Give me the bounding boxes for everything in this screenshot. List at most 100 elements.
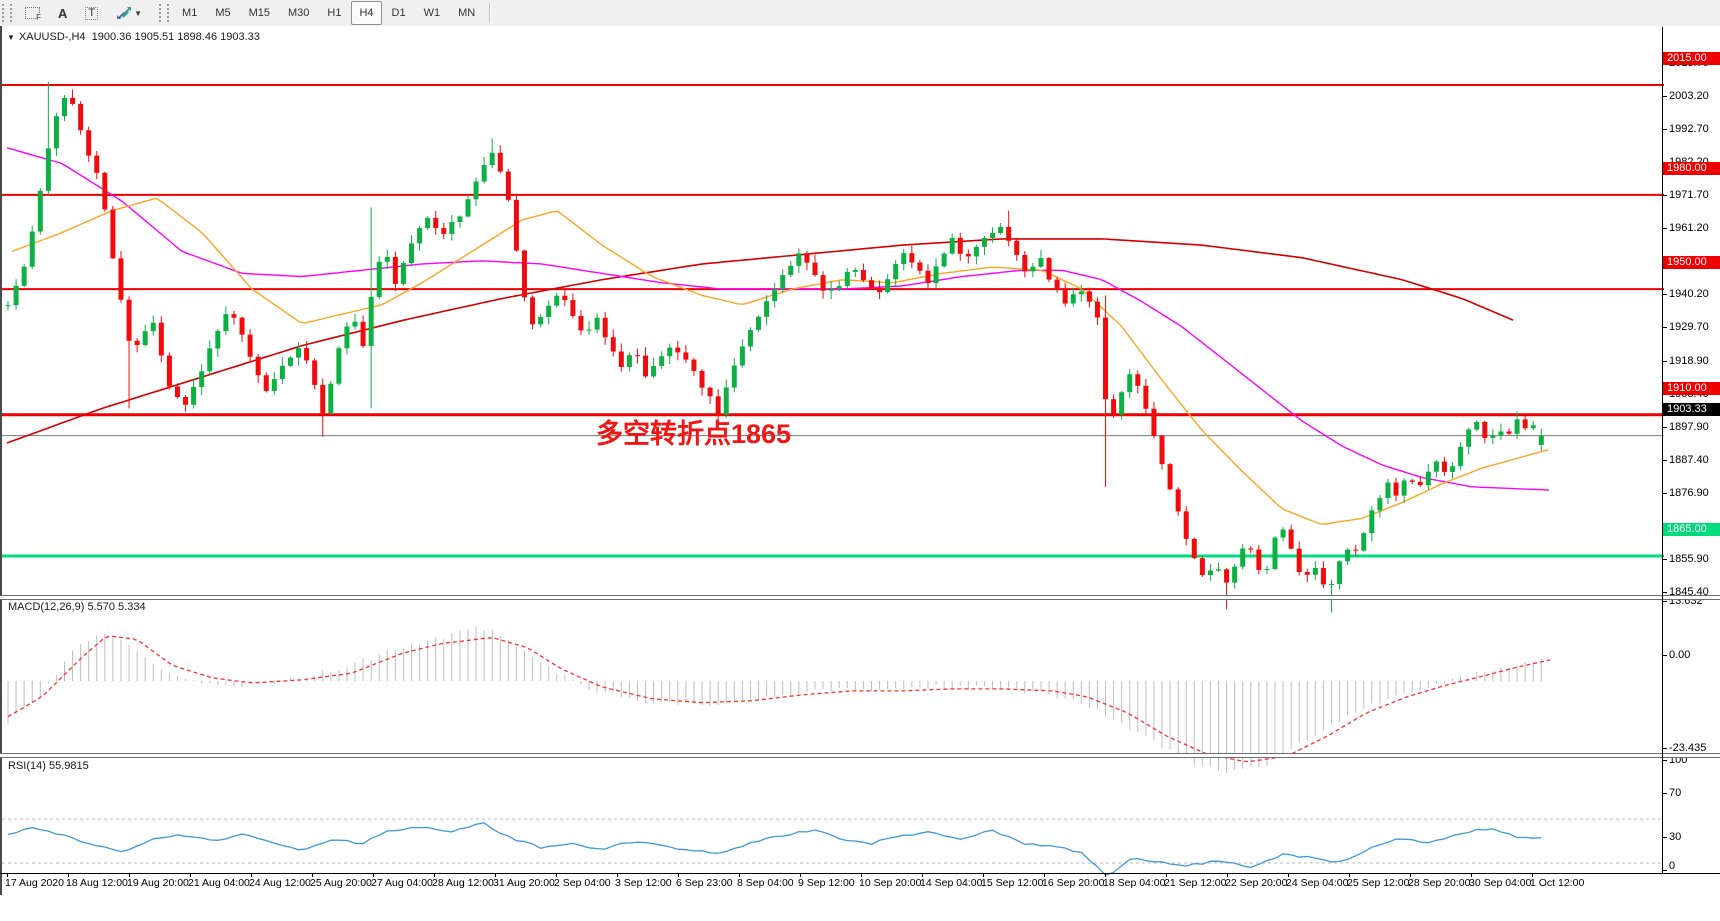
candle-body [441,228,447,234]
candle-body [94,155,100,173]
candle-body [981,238,987,247]
candle-body [828,288,834,291]
candle-body [1175,489,1181,512]
candle-body [634,355,640,357]
candle-body [271,379,277,391]
chevron-down-icon: ▼ [134,8,143,18]
candle-body [1450,466,1456,472]
candle-body [578,315,584,331]
candle-body [425,217,431,229]
timeframe-button-mn[interactable]: MN [458,7,476,19]
macd-rsi-splitter[interactable] [0,753,1720,758]
candle-body [1030,266,1036,272]
candle-body [513,199,519,251]
candle-body [715,396,721,415]
timeframe-button-h4[interactable]: H4 [351,1,382,25]
timeframe-button-m30[interactable]: M30 [288,7,310,19]
toolbar-group-grip[interactable] [159,4,170,22]
timeframe-button-w1[interactable]: W1 [423,7,441,19]
candle-body [521,250,527,298]
candle-body [1312,567,1318,575]
candle-body [86,130,92,156]
candle-body [1458,446,1464,467]
candle-body [312,360,318,385]
candle-body [836,286,842,289]
toolbar-drag-grip[interactable] [2,4,12,22]
candle-body [723,387,729,415]
candle-body [796,253,802,266]
candle-body [53,116,59,149]
candle-body [1046,258,1052,280]
candle-body [731,365,737,388]
label-tool-icon: A [58,5,68,21]
candle-body [247,334,253,357]
candle-body [360,321,366,347]
candle-body [1232,566,1238,583]
indicator-line [6,147,1550,491]
chart-canvas[interactable] [2,53,1720,921]
toolbar-separator [489,3,492,23]
candle-body [1288,529,1294,549]
label-tool-button[interactable]: A [50,1,75,25]
candle-body [1514,419,1520,434]
candle-body [1135,374,1141,386]
timeframe-button-m15[interactable]: M15 [248,7,271,19]
candle-body [901,253,907,265]
candle-body [126,299,132,341]
candle-body [304,348,310,361]
candle-body [756,316,762,330]
candle-body [780,275,786,290]
candle-body [409,243,414,264]
candle-body [5,305,11,307]
candle-body [1409,480,1415,482]
timeframe-button-d1[interactable]: D1 [391,7,406,19]
candle-body [376,261,382,297]
time-axis-line [0,873,1720,874]
candle-body [1103,317,1109,400]
dotted-rect-f-icon[interactable]: F [17,1,48,25]
candle-body [1498,431,1504,436]
candle-body [183,397,189,405]
timeframe-button-m5[interactable]: M5 [215,7,231,19]
candle-body [1417,481,1423,486]
candle-body [1240,548,1246,567]
candle-body [1401,480,1407,496]
main-macd-splitter[interactable] [0,595,1720,600]
price-axis-line [1662,27,1663,873]
candle-body [618,351,624,368]
candle-body [457,216,463,222]
timeframe-button-h1[interactable]: H1 [327,7,342,19]
candle-body [296,348,302,358]
candle-body [142,331,148,345]
candle-body [1183,511,1189,539]
candle-body [1377,498,1383,511]
candle-body [586,329,592,331]
timeframe-button-m1[interactable]: M1 [182,7,198,19]
candle-body [1070,294,1076,304]
candle-body [505,171,511,200]
candle-body [1506,431,1512,434]
candle-body [1119,392,1125,415]
candle-body [1361,533,1367,551]
candle-body [691,359,697,371]
candle-body [683,352,689,360]
candle-body [1369,510,1375,534]
candle-body [392,256,398,284]
candle-body [949,237,955,254]
candle-body [255,356,261,376]
cursor-tools-button[interactable]: ▼ [108,1,150,25]
candle-body [263,375,269,391]
candle-body [925,270,931,284]
indicator-line [7,635,1551,763]
candle-body [909,253,915,263]
candle-body [998,226,1004,233]
candle-body [1466,429,1472,447]
candle-body [70,97,76,104]
candle-body [110,209,116,259]
candle-body [336,348,342,384]
text-tool-button[interactable]: T [77,1,106,25]
chart-window[interactable] [0,26,1720,895]
candle-body [1199,558,1205,576]
candle-body [772,289,778,302]
candle-body [61,97,67,117]
